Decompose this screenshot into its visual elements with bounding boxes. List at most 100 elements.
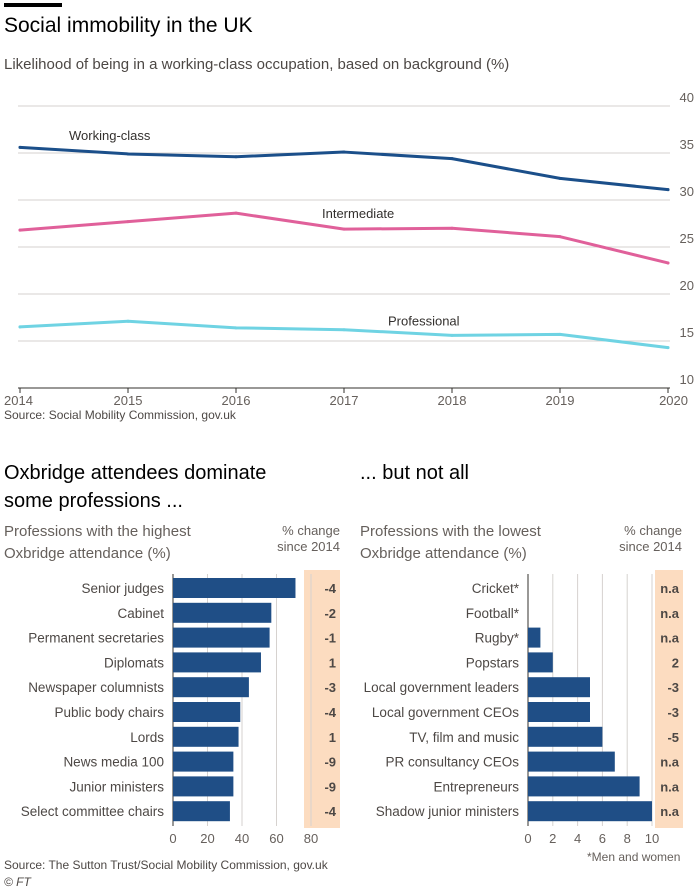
category-label: TV, film and music [409, 730, 519, 745]
professional-point [558, 332, 562, 336]
source-bar-charts: Source: The Sutton Trust/Social Mobility… [4, 858, 328, 872]
category-label: Local government CEOs [372, 705, 519, 720]
bar [528, 801, 652, 822]
intermediate-point [666, 261, 670, 265]
right-change-header: % change since 2014 [619, 523, 682, 554]
bar [173, 677, 249, 698]
chart-subtitle: Likelihood of being in a working-class o… [4, 56, 510, 73]
working-class-point [126, 152, 130, 156]
intermediate-point [558, 235, 562, 239]
professional-point [18, 325, 22, 329]
y-tick-label: 25 [680, 231, 694, 246]
change-value: -9 [324, 755, 336, 770]
bar [173, 602, 272, 623]
right-panel-subtitle: Professions with the lowest Oxbridge att… [360, 523, 541, 562]
category-label: Football* [466, 606, 520, 621]
x-tick-label: 2015 [114, 393, 143, 408]
change-value: n.a [660, 606, 680, 621]
bar [173, 627, 270, 648]
working-class-point [558, 176, 562, 180]
x-tick-label: 4 [574, 831, 581, 846]
intermediate-point [234, 211, 238, 215]
x-tick-label: 20 [200, 831, 214, 846]
professional-point [450, 333, 454, 337]
change-value: -9 [324, 779, 336, 794]
x-tick-label: 60 [269, 831, 283, 846]
bar [528, 726, 603, 747]
x-tick-label: 2 [549, 831, 556, 846]
y-tick-label: 30 [680, 184, 694, 199]
bar [173, 726, 239, 747]
working-class-point [234, 155, 238, 159]
bar [173, 801, 230, 822]
category-label: Permanent secretaries [28, 631, 164, 646]
category-label: Rugby* [475, 631, 520, 646]
change-value: n.a [660, 581, 680, 596]
working-class-point [18, 145, 22, 149]
professional-series-label: Professional [388, 313, 460, 328]
intermediate-point [126, 220, 130, 224]
category-label: Local government leaders [364, 680, 520, 695]
change-value: -3 [667, 705, 679, 720]
left-panel-subtitle: Professions with the highest Oxbridge at… [4, 523, 191, 562]
professional-point [234, 326, 238, 330]
category-label: PR consultancy CEOs [385, 755, 519, 770]
bar [528, 627, 541, 648]
x-tick-label: 2019 [546, 393, 575, 408]
category-label: Senior judges [81, 581, 164, 596]
intermediate-point [342, 227, 346, 231]
bar [173, 751, 234, 772]
footnote: *Men and women [587, 850, 681, 864]
chart-title: Social immobility in the UK [4, 14, 253, 37]
x-tick-label: 0 [169, 831, 176, 846]
intermediate-point [450, 226, 454, 230]
x-tick-label: 6 [599, 831, 606, 846]
ft-brand-bar [4, 3, 62, 7]
bar [528, 702, 590, 722]
change-value: 1 [329, 730, 336, 745]
category-label: Cricket* [472, 581, 520, 596]
bar [173, 776, 234, 797]
category-label: Junior ministers [69, 779, 164, 794]
change-value: 1 [329, 655, 336, 670]
intermediate-series-label: Intermediate [322, 206, 394, 221]
working-class-series-label: Working-class [69, 128, 151, 143]
x-tick-label: 10 [645, 831, 659, 846]
change-column-bg [304, 570, 340, 828]
working-class-series-line [18, 145, 670, 192]
change-value: -4 [324, 804, 336, 819]
bar [528, 751, 615, 772]
y-tick-label: 15 [680, 325, 694, 340]
change-value: -5 [667, 730, 679, 745]
bar [528, 652, 553, 673]
x-tick-label: 8 [624, 831, 631, 846]
change-value: -2 [324, 606, 336, 621]
change-value: -4 [324, 705, 336, 720]
working-class-point [666, 188, 670, 192]
change-value: 2 [672, 655, 679, 670]
left-panel-title: Oxbridge attendees dominate some profess… [4, 462, 267, 512]
bar [528, 677, 590, 698]
category-label: Lords [130, 730, 164, 745]
professional-point [126, 319, 130, 323]
category-label: Select committee chairs [21, 804, 165, 819]
category-label: News media 100 [63, 755, 164, 770]
x-tick-label: 2017 [330, 393, 359, 408]
bar [173, 702, 241, 722]
y-tick-label: 20 [680, 278, 694, 293]
left-change-header: % change since 2014 [277, 523, 340, 554]
professional-point [666, 346, 670, 350]
x-tick-label: 2014 [4, 393, 33, 408]
bar [173, 652, 261, 673]
category-label: Shadow junior ministers [376, 804, 520, 819]
source-line-chart: Source: Social Mobility Commission, gov.… [4, 408, 236, 422]
category-label: Newspaper columnists [28, 680, 164, 695]
y-tick-label: 10 [680, 372, 694, 387]
change-value: -1 [324, 631, 336, 646]
change-value: n.a [660, 779, 680, 794]
x-tick-label: 80 [304, 831, 318, 846]
y-tick-label: 35 [680, 137, 694, 152]
change-value: n.a [660, 804, 680, 819]
x-tick-label: 0 [524, 831, 531, 846]
